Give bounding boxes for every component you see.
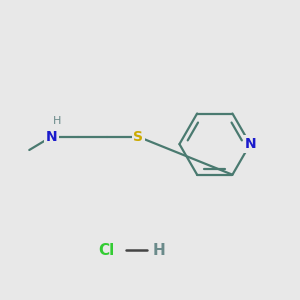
- Text: S: S: [133, 130, 143, 144]
- Text: N: N: [46, 130, 57, 144]
- Text: N: N: [244, 137, 256, 151]
- Text: H: H: [52, 116, 61, 126]
- Text: Cl: Cl: [98, 243, 115, 258]
- Text: H: H: [153, 243, 166, 258]
